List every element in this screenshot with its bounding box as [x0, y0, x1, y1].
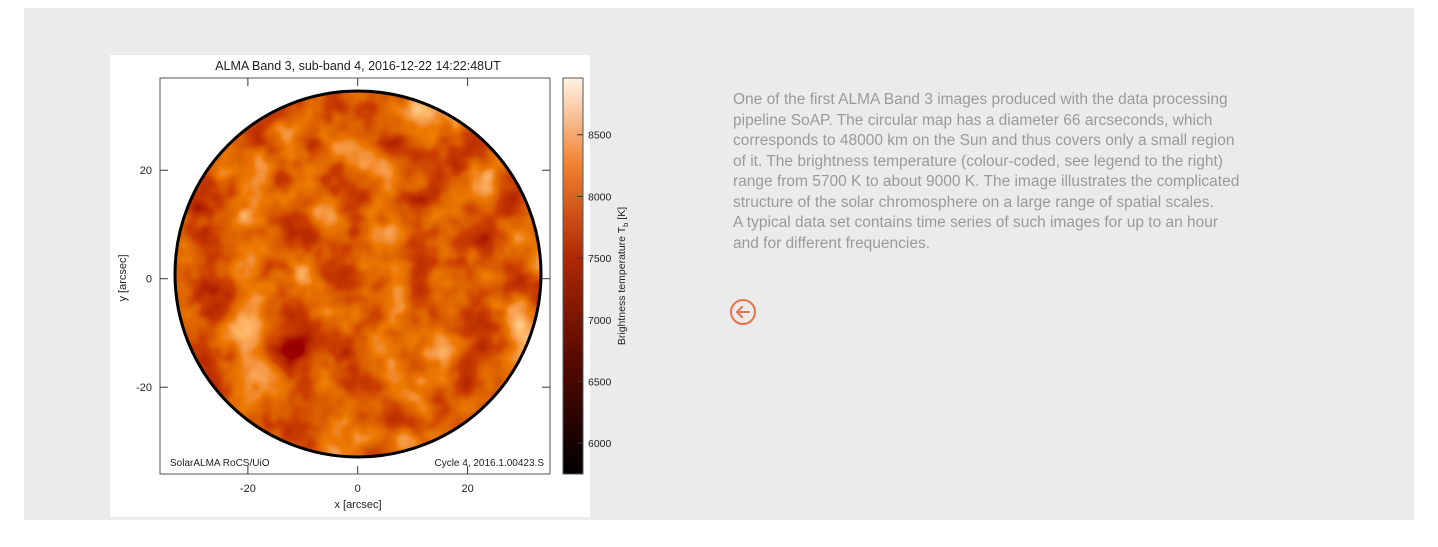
caption-line: range from 5700 K to about 9000 K. The i… — [733, 172, 1373, 193]
y-tick-label: -20 — [136, 382, 152, 394]
caption-line: structure of the solar chromosphere on a… — [733, 193, 1373, 214]
colorbar-tick-label: 8500 — [588, 130, 612, 142]
colorbar-label-unit: [K] — [616, 207, 628, 220]
colorbar-label-text: Brightness temperature T — [616, 226, 628, 345]
colorbar-label: Brightness temperature Tb [K] — [616, 207, 630, 345]
caption-line: of it. The brightness temperature (colou… — [733, 152, 1373, 173]
credit: Cycle 4, 2016.1.00423.S — [434, 458, 544, 469]
figure: ALMA Band 3, sub-band 4, 2016-12-22 14:2… — [0, 0, 700, 547]
colorbar-tick-label: 7000 — [588, 315, 612, 327]
x-tick-label: -20 — [240, 483, 256, 495]
colorbar — [563, 78, 583, 474]
colorbar-label-sub: b — [621, 223, 630, 227]
colorbar-tick-label: 7500 — [588, 253, 612, 265]
credit: SolarALMA RoCS/UiO — [170, 458, 270, 469]
caption-line: and for different frequencies. — [733, 234, 1373, 255]
caption-line: One of the first ALMA Band 3 images prod… — [733, 90, 1373, 111]
colorbar-tick-label: 8000 — [588, 191, 612, 203]
colorbar-tick-label: 6000 — [588, 438, 612, 450]
y-tick-label: 0 — [146, 274, 152, 286]
caption: One of the first ALMA Band 3 images prod… — [733, 90, 1373, 254]
x-tick-label: 0 — [355, 483, 361, 495]
caption-line: A typical data set contains time series … — [733, 213, 1373, 234]
caption-line: corresponds to 48000 km on the Sun and t… — [733, 131, 1373, 152]
plot-title: ALMA Band 3, sub-band 4, 2016-12-22 14:2… — [215, 59, 501, 73]
y-axis-label: y [arcsec] — [117, 254, 129, 301]
page: ALMA Band 3, sub-band 4, 2016-12-22 14:2… — [0, 0, 1438, 547]
x-axis-label: x [arcsec] — [334, 499, 381, 511]
x-tick-label: 20 — [461, 483, 473, 495]
back-button[interactable] — [729, 298, 757, 326]
y-tick-label: 20 — [140, 165, 152, 177]
caption-line: pipeline SoAP. The circular map has a di… — [733, 111, 1373, 132]
colorbar-tick-label: 6500 — [588, 376, 612, 388]
